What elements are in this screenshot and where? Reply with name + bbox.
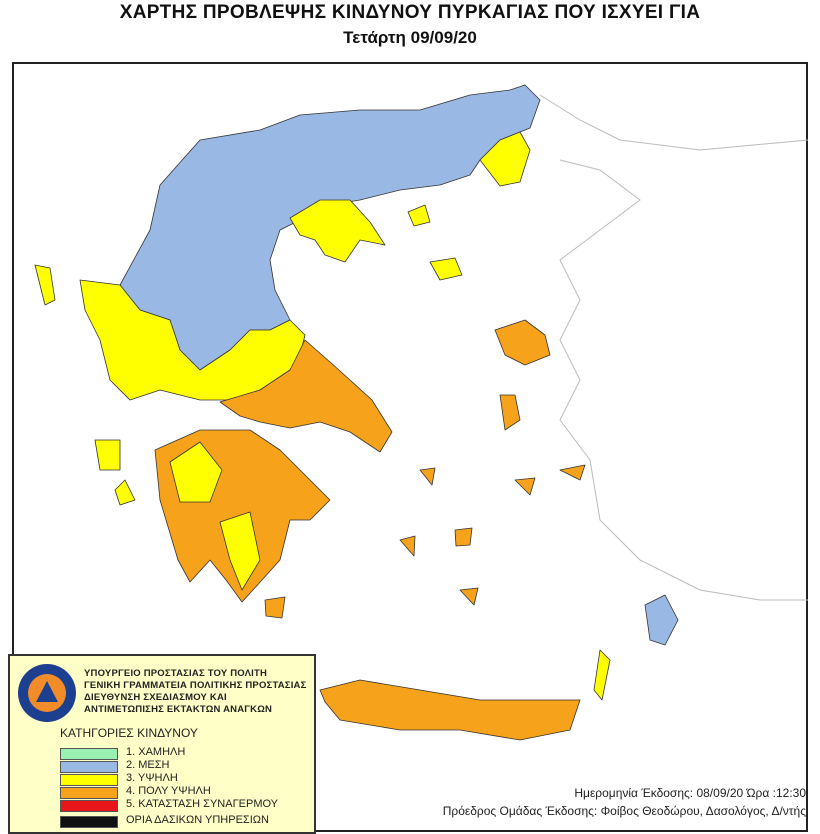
region-chios[interactable] xyxy=(499,394,521,431)
region-peloponnese_inner-b[interactable] xyxy=(219,511,261,591)
issuer: Πρόεδρος Ομάδας Έκδοσης: Φοίβος Θεοδώρου… xyxy=(442,804,806,818)
region-crete[interactable] xyxy=(319,679,581,741)
region-cyclades-5[interactable] xyxy=(514,477,536,496)
org-line: ΑΝΤΙΜΕΤΩΠΙΣΗΣ ΕΚΤΑΚΤΩΝ ΑΝΑΓΚΩΝ xyxy=(84,704,273,715)
region-lemnos[interactable] xyxy=(429,257,463,281)
legend-label: 3. ΥΨΗΛΗ xyxy=(126,772,178,784)
region-cyclades-4[interactable] xyxy=(459,587,479,606)
map-date: Τετάρτη 09/09/20 xyxy=(343,28,477,47)
region-lesvos[interactable] xyxy=(494,319,551,366)
legend-label: 1. ΧΑΜΗΛΗ xyxy=(126,746,186,758)
org-line: ΓΕΝΙΚΗ ΓΡΑΜΜΑΤΕΙΑ ΠΟΛΙΤΙΚΗΣ ΠΡΟΣΤΑΣΙΑΣ xyxy=(84,680,307,691)
region-central_greece_attica_evia[interactable] xyxy=(219,339,393,453)
region-cyclades-2[interactable] xyxy=(454,527,473,547)
region-cyclades-3[interactable] xyxy=(399,535,416,557)
legend-label: 4. ΠΟΛΥ ΥΨΗΛΗ xyxy=(126,785,211,797)
legend: ΥΠΟΥΡΓΕΙΟ ΠΡΟΣΤΑΣΙΑΣ ΤΟΥ ΠΟΛΙΤΗ ΓΕΝΙΚΗ Γ… xyxy=(8,654,316,834)
region-samos[interactable] xyxy=(559,464,586,481)
region-rhodes[interactable] xyxy=(644,594,679,646)
legend-label: ΟΡΙΑ ΔΑΣΙΚΩΝ ΥΠΗΡΕΣΙΩΝ xyxy=(126,814,269,826)
legend-label: 2. ΜΕΣΗ xyxy=(126,759,170,771)
legend-swatch xyxy=(60,787,118,799)
legend-swatch xyxy=(60,748,118,760)
org-line: ΔΙΕΥΘΥΝΣΗ ΣΧΕΔΙΑΣΜΟΥ ΚΑΙ xyxy=(84,692,227,703)
region-thasos[interactable] xyxy=(407,204,431,227)
legend-swatch xyxy=(60,761,118,773)
map-title: ΧΑΡΤΗΣ ΠΡΟΒΛΕΨΗΣ ΚΙΝΔΥΝΟΥ ΠΥΡΚΑΓΙΑΣ ΠΟΥ … xyxy=(119,2,701,23)
turkey-coastline xyxy=(539,94,809,601)
legend-swatch xyxy=(60,816,118,828)
region-eastern_thrace[interactable] xyxy=(479,131,531,187)
region-peloponnese_inner-a[interactable] xyxy=(169,441,223,503)
region-chalkidiki[interactable] xyxy=(289,199,386,263)
region-zakynthos[interactable] xyxy=(114,479,136,506)
region-corfu[interactable] xyxy=(34,264,56,306)
region-kefalonia[interactable] xyxy=(94,439,121,471)
region-cyclades-6[interactable] xyxy=(264,596,286,619)
legend-label: 5. ΚΑΤΑΣΤΑΣΗ ΣΥΝΑΓΕΡΜΟΥ xyxy=(126,798,279,810)
legend-swatch xyxy=(60,800,118,812)
civil-protection-logo xyxy=(18,664,76,722)
org-line: ΥΠΟΥΡΓΕΙΟ ΠΡΟΣΤΑΣΙΑΣ ΤΟΥ ΠΟΛΙΤΗ xyxy=(84,668,268,679)
region-karpathos[interactable] xyxy=(593,649,611,701)
region-cyclades-1[interactable] xyxy=(419,467,436,486)
legend-swatch xyxy=(60,774,118,786)
categories-title: ΚΑΤΗΓΟΡΙΕΣ ΚΙΝΔΥΝΟΥ xyxy=(60,726,198,740)
issue-date: Ημερομηνία Έκδοσης: 08/09/20 Ώρα :12:30 xyxy=(574,786,806,800)
